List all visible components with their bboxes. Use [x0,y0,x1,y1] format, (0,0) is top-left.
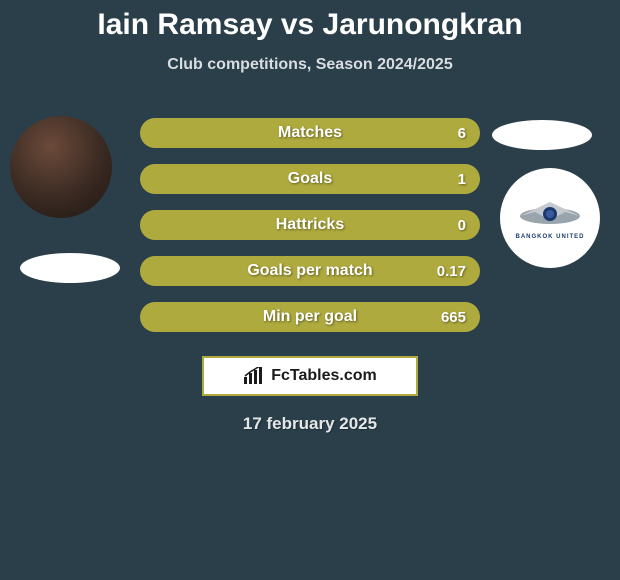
brand-text: FcTables.com [271,367,377,385]
player-right-club-logo [492,120,592,150]
comparison-body: BANGKOK UNITED Matches 6 Goals 1 Hattric… [0,98,620,338]
comparison-card: Iain Ramsay vs Jarunongkran Club competi… [0,0,620,434]
brand-box[interactable]: FcTables.com [202,356,418,396]
stat-label: Min per goal [263,308,357,326]
stat-bar-goals: Goals 1 [140,164,480,194]
stat-bar-hattricks: Hattricks 0 [140,210,480,240]
page-title: Iain Ramsay vs Jarunongkran [0,8,620,42]
stat-label: Goals per match [247,262,372,280]
stat-bars: Matches 6 Goals 1 Hattricks 0 Goals per … [140,118,480,348]
date-text: 17 february 2025 [0,414,620,434]
stat-label: Goals [288,170,332,188]
subtitle: Club competitions, Season 2024/2025 [0,56,620,74]
stat-label: Hattricks [276,216,344,234]
stat-label: Matches [278,124,342,142]
club-badge-icon [515,196,585,232]
stat-value-right: 1 [458,171,466,188]
player-left-avatar [10,116,112,218]
stat-value-right: 0.17 [437,263,466,280]
stat-bar-matches: Matches 6 [140,118,480,148]
stat-bar-goals-per-match: Goals per match 0.17 [140,256,480,286]
stat-bar-min-per-goal: Min per goal 665 [140,302,480,332]
player-left-club-logo [20,253,120,283]
stat-value-right: 6 [458,125,466,142]
bar-chart-icon [243,367,265,385]
stat-value-right: 665 [441,309,466,326]
club-badge-text: BANGKOK UNITED [516,234,585,240]
player-right-avatar: BANGKOK UNITED [500,168,600,268]
stat-value-right: 0 [458,217,466,234]
